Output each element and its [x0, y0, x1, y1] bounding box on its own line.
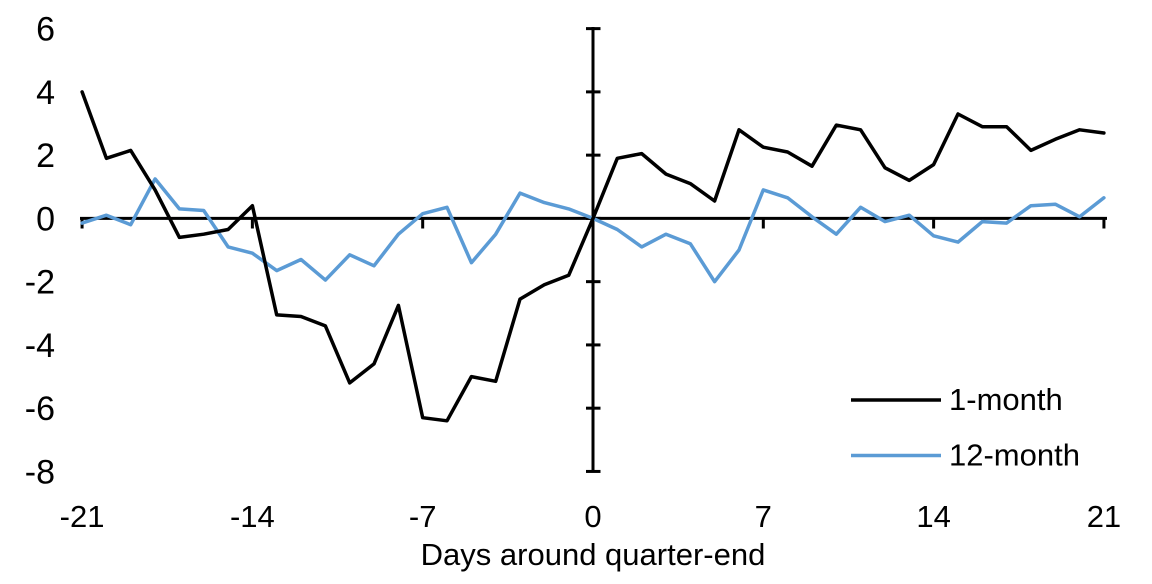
y-axis-tick-label: -2	[25, 264, 55, 302]
x-axis-title: Days around quarter-end	[421, 537, 766, 572]
y-axis-tick-label: -6	[25, 390, 55, 428]
x-axis-tick-label: 21	[1087, 499, 1121, 534]
legend: 1-month 12-month	[851, 382, 1080, 473]
y-axis-tick-label: 4	[36, 74, 55, 112]
x-axis-tick-label: -7	[409, 499, 437, 534]
x-axis-tick-label: -21	[60, 499, 105, 534]
series-line-1-month	[80, 90, 1106, 423]
x-axis-ticks: -21 -14 -7 0 7 14 21	[60, 218, 1121, 534]
legend-label-12-month: 12-month	[949, 438, 1080, 473]
y-axis-tick-label: -4	[25, 327, 55, 365]
series-lines	[80, 90, 1106, 423]
x-axis-tick-label: 14	[916, 499, 950, 534]
y-axis-tick-label: -8	[25, 453, 55, 491]
x-axis-tick-label: -14	[230, 499, 275, 534]
y-axis-tick-label: 0	[36, 200, 55, 238]
y-axis-ticks: 6 4 2 0 -2 -4 -6 -8	[25, 11, 601, 491]
x-axis-tick-label: 0	[584, 499, 601, 534]
y-axis-tick-label: 6	[36, 11, 55, 49]
y-axis-tick-label: 2	[36, 137, 55, 175]
legend-label-1-month: 1-month	[949, 382, 1063, 417]
x-axis-tick-label: 7	[755, 499, 772, 534]
